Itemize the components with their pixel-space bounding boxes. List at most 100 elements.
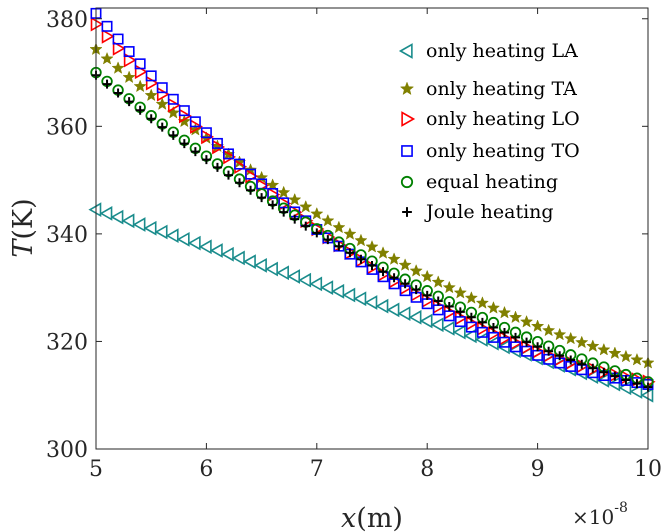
legend: only heating LA only heating TA only hea…	[398, 40, 580, 223]
series-2-point-7	[167, 97, 181, 113]
series-0-point-29	[408, 309, 422, 325]
series-5-point-10	[201, 155, 211, 165]
series-0-point-16	[265, 261, 278, 277]
series-1-point-28	[398, 258, 412, 271]
series-5-point-30	[422, 290, 432, 300]
legend-label-1: only heating TA	[426, 78, 577, 100]
series-1-point-24	[354, 233, 368, 247]
series-0-point-7	[165, 228, 179, 244]
series-0-point-33	[452, 324, 466, 340]
y-tick-label-2: 340	[46, 223, 88, 248]
series-1-point-30	[420, 269, 434, 283]
series-1-point-42	[553, 327, 567, 341]
series-5-point-23	[345, 248, 355, 258]
legend-marker-3	[401, 145, 413, 157]
series-5-point-24	[356, 254, 366, 264]
series-5-point-42	[555, 351, 565, 361]
series-1-point-18	[288, 192, 302, 206]
series-0-point-34	[463, 328, 477, 344]
x-multiplier-exponent: -8	[614, 500, 628, 516]
series-5-point-33	[455, 307, 465, 317]
series-0-point-27	[386, 302, 400, 318]
series-5-point-29	[411, 285, 421, 295]
series-1	[89, 42, 655, 369]
series-2-point-6	[156, 86, 170, 102]
x-tick-label-1: 6	[199, 457, 213, 482]
series-0-point-10	[198, 239, 212, 255]
series-3-point-2	[112, 33, 124, 45]
series-5-point-45	[588, 363, 598, 373]
x-axis-unit: (m)	[356, 503, 403, 532]
series-3-point-32	[443, 310, 455, 322]
series-3-point-11	[211, 137, 223, 149]
series-3-point-13	[234, 158, 245, 170]
series-0-point-3	[121, 213, 135, 229]
series-0-point-31	[430, 317, 444, 333]
series-2-point-1	[101, 28, 115, 44]
series-5-point-40	[533, 342, 543, 352]
series-3-point-4	[134, 58, 146, 70]
series-0-point-0	[88, 202, 102, 218]
series-1-point-16	[265, 178, 280, 191]
series-5-point-35	[477, 317, 487, 327]
x-tick-label-0: 5	[89, 457, 103, 482]
series-1-point-40	[530, 319, 545, 332]
series-5-point-28	[400, 279, 410, 289]
series-1-point-23	[343, 227, 357, 240]
series-5-point-1	[102, 79, 112, 89]
series-1-point-34	[464, 291, 479, 304]
series-1-point-39	[519, 314, 534, 328]
series-5-point-34	[466, 312, 476, 322]
y-axis-title: T(K)	[8, 198, 39, 257]
legend-marker-4	[400, 175, 414, 189]
series-0	[88, 202, 654, 403]
series-0-point-12	[220, 246, 234, 262]
legend-marker-0	[398, 43, 413, 59]
series-1-point-2	[111, 61, 125, 74]
plot-area	[96, 8, 648, 449]
plot-frame	[95, 7, 649, 450]
series-5-point-32	[444, 301, 454, 311]
series-1-point-20	[310, 206, 324, 220]
series-5-point-47	[610, 371, 620, 381]
series-0-point-11	[209, 243, 223, 258]
legend-label-0: only heating LA	[426, 40, 578, 62]
x-tick-label-5: 10	[634, 457, 662, 482]
series-5-point-25	[367, 261, 377, 271]
series-5-point-4	[135, 105, 145, 115]
series-0-point-47	[607, 376, 621, 392]
series-1-point-4	[133, 79, 147, 93]
series-5-point-14	[246, 185, 256, 195]
x-axis-variable: x	[341, 503, 356, 532]
series-0-point-21	[320, 280, 334, 295]
series-5-point-2	[113, 88, 123, 98]
series-5-point-31	[433, 296, 443, 306]
series-1-point-17	[277, 185, 291, 199]
series-3-point-38	[510, 341, 521, 353]
series-1-point-36	[486, 301, 501, 314]
series-0-point-49	[629, 384, 643, 399]
series-5-point-7	[168, 130, 178, 140]
series-0-point-25	[364, 295, 378, 310]
series-5-point-8	[179, 139, 189, 149]
series-1-point-35	[475, 296, 490, 309]
series-1-point-31	[431, 275, 445, 288]
series-5-point-3	[124, 97, 134, 107]
series-1-point-48	[619, 349, 633, 363]
series-0-point-20	[309, 276, 323, 292]
series-5-point-37	[499, 327, 509, 337]
series-3-point-33	[454, 316, 466, 328]
series-1-point-43	[564, 331, 578, 345]
series-0-point-9	[187, 235, 201, 251]
series-3-point-22	[333, 240, 345, 252]
series-5-point-27	[389, 273, 399, 283]
legend-marker-2	[401, 111, 416, 127]
series-1-point-46	[597, 342, 611, 356]
y-tick-label-3: 360	[46, 115, 88, 140]
series-1-point-38	[508, 310, 523, 324]
series-1-point-25	[365, 239, 379, 253]
series-0-point-17	[276, 265, 289, 281]
x-tick-label-2: 7	[310, 457, 324, 482]
legend-label-2: only heating LO	[426, 108, 580, 130]
